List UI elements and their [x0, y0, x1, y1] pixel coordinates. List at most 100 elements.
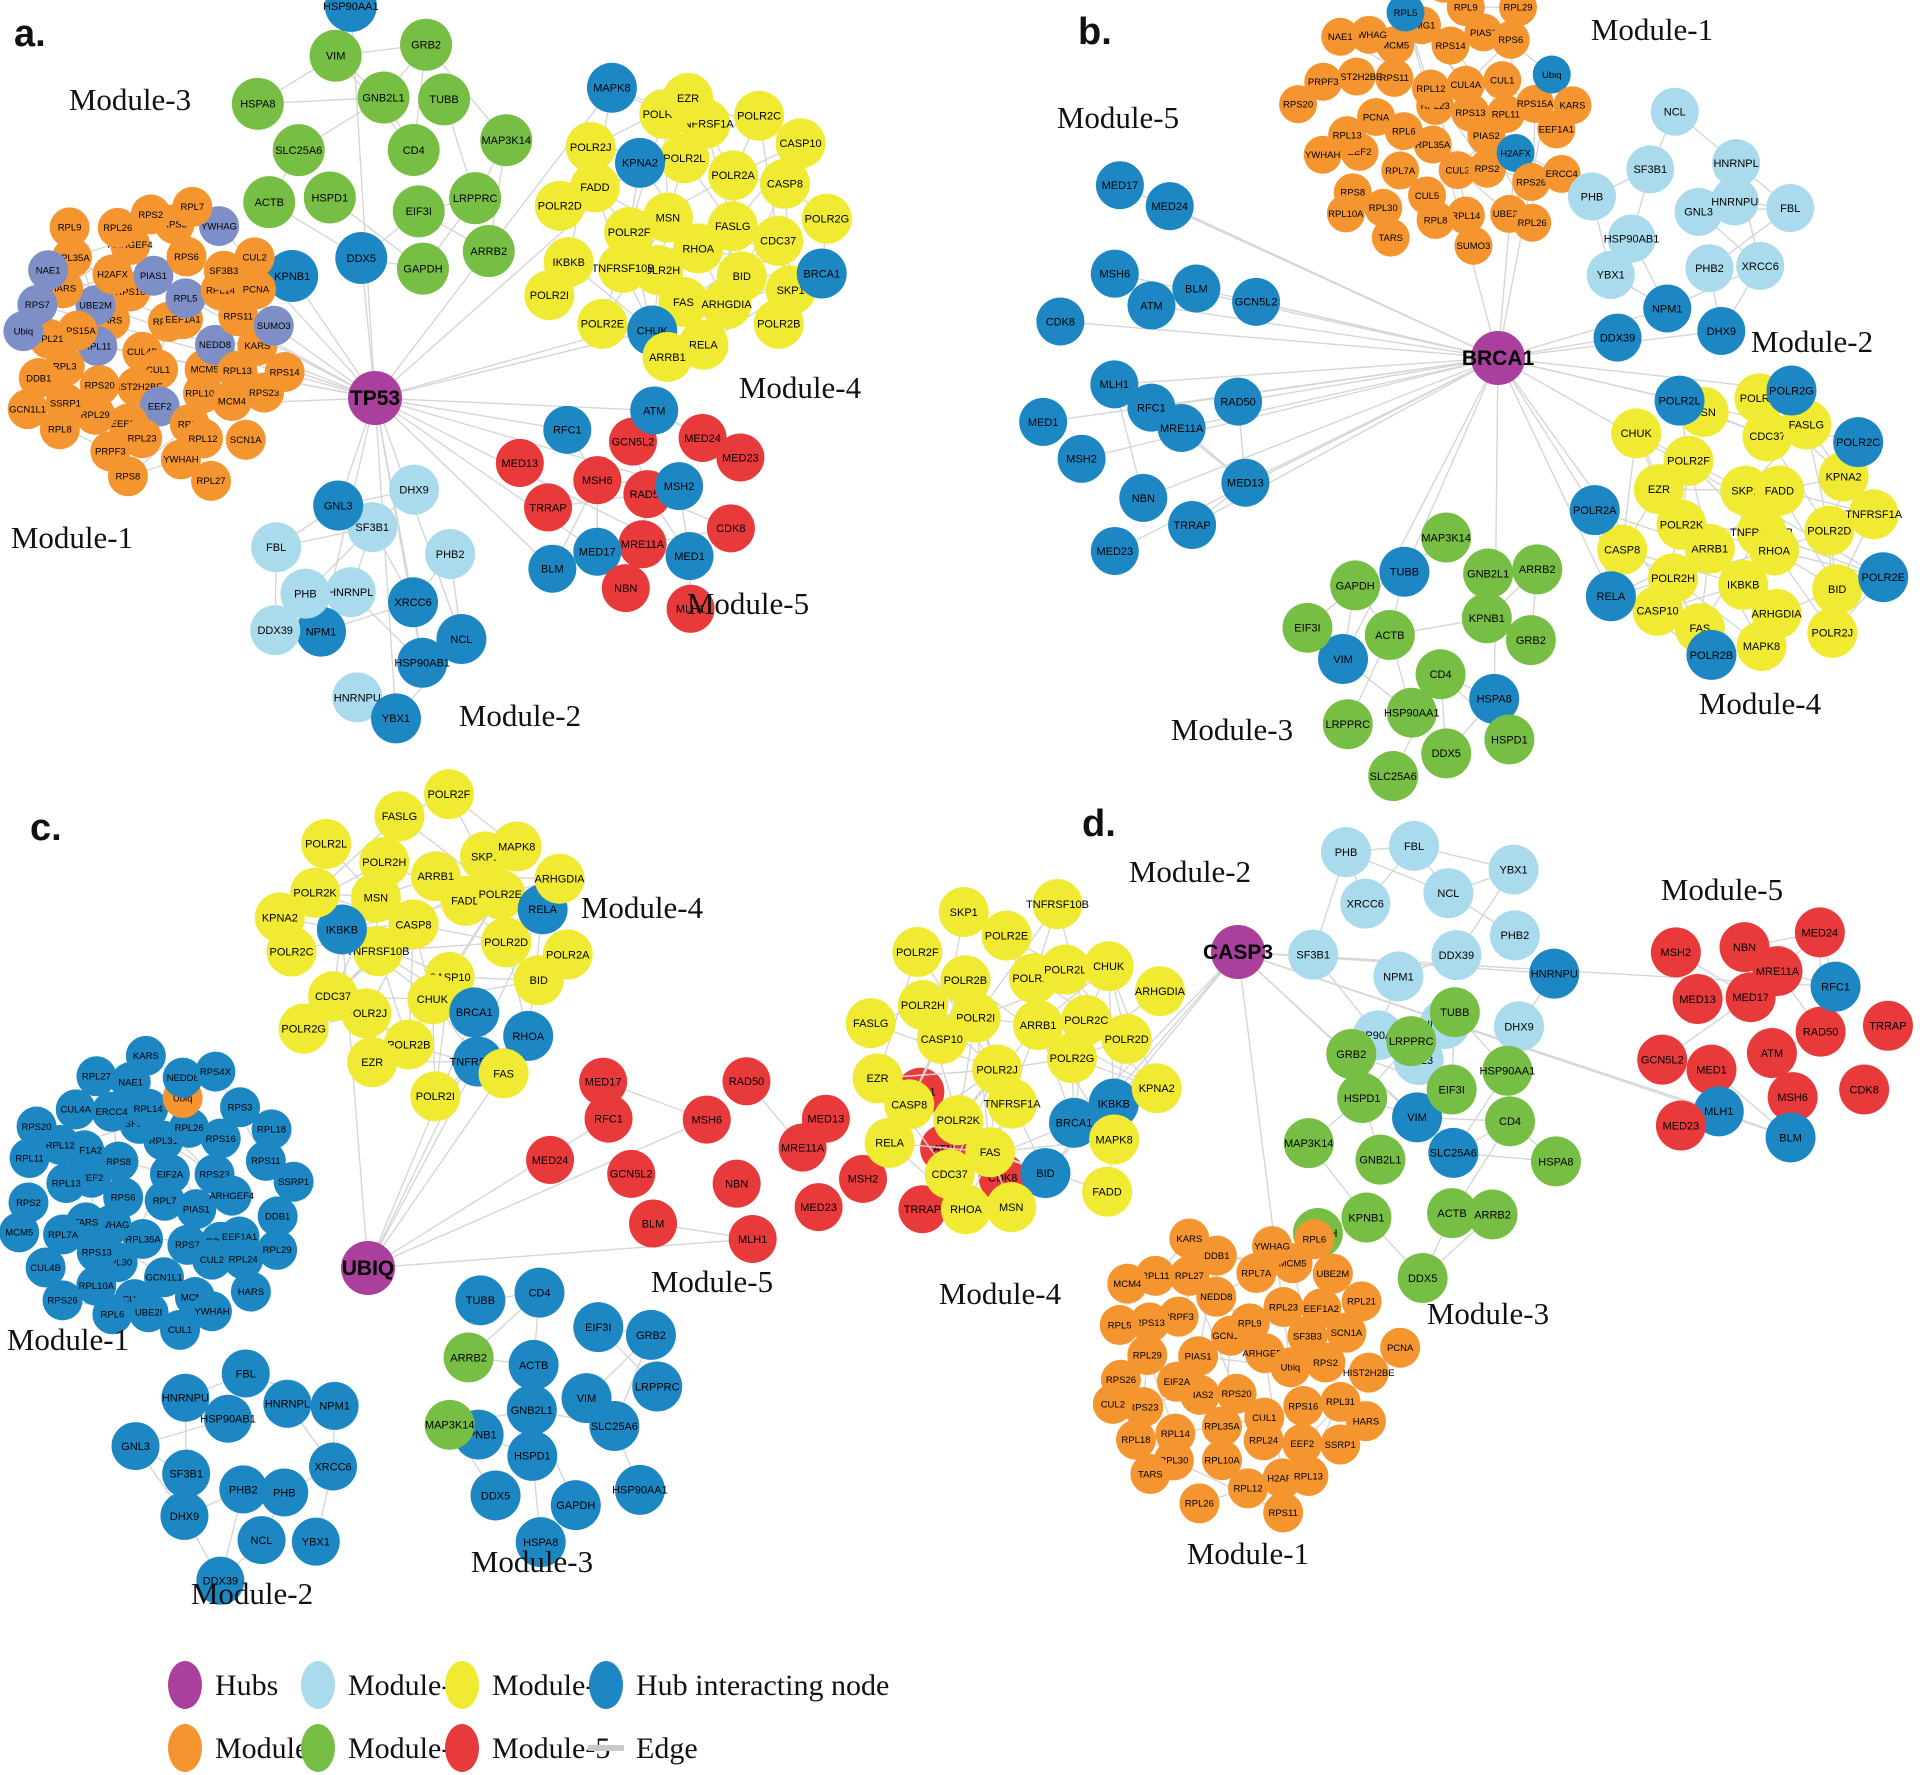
node-NPM1[interactable]: NPM1	[310, 1381, 359, 1430]
node-MED1[interactable]: MED1	[1019, 397, 1068, 446]
node-circle[interactable]	[1095, 161, 1144, 210]
node-circle[interactable]	[1499, 0, 1537, 27]
node-RPS14[interactable]: RPS14	[264, 352, 305, 393]
node-HSPA8[interactable]: HSPA8	[1530, 1136, 1581, 1187]
node-circle[interactable]	[543, 405, 592, 454]
node-RPL18[interactable]: RPL18	[1115, 1419, 1156, 1460]
node-POLR2J[interactable]: POLR2J	[1807, 607, 1858, 658]
node-MSH6[interactable]: MSH6	[682, 1095, 731, 1144]
node-circle[interactable]	[1469, 673, 1520, 724]
node-circle[interactable]	[387, 124, 440, 177]
node-circle[interactable]	[243, 176, 296, 229]
node-FASLG[interactable]: FASLG	[845, 998, 896, 1049]
node-circle[interactable]	[1766, 365, 1817, 416]
node-RPL5[interactable]: RPL5	[1099, 1305, 1140, 1346]
node-RFC1[interactable]: RFC1	[1810, 961, 1861, 1012]
node-circle[interactable]	[125, 1035, 166, 1076]
node-circle[interactable]	[352, 926, 403, 977]
node-circle[interactable]	[0, 1212, 40, 1253]
node-circle[interactable]	[462, 225, 515, 278]
node-circle[interactable]	[1371, 218, 1410, 257]
node-circle[interactable]	[149, 1153, 190, 1194]
node-DHX9[interactable]: DHX9	[160, 1491, 209, 1540]
node-NCL[interactable]: NCL	[1423, 868, 1474, 919]
node-circle[interactable]	[794, 1183, 843, 1232]
node-MAP3K14[interactable]: MAP3K14	[1421, 512, 1472, 563]
node-ARRB1[interactable]: ARRB1	[642, 331, 693, 382]
node-GCN5L2[interactable]: GCN5L2	[607, 1149, 656, 1198]
node-RPL18[interactable]: RPL18	[251, 1109, 292, 1150]
node-circle[interactable]	[250, 605, 301, 656]
node-circle[interactable]	[1350, 15, 1389, 54]
node-circle[interactable]	[1263, 1287, 1304, 1328]
node-circle[interactable]	[1283, 1118, 1334, 1169]
node-circle[interactable]	[1252, 1226, 1293, 1267]
node-ARHGDIA[interactable]: ARHGDIA	[1134, 966, 1186, 1017]
node-circle[interactable]	[1364, 610, 1415, 661]
node-circle[interactable]	[1099, 1305, 1140, 1346]
node-circle[interactable]	[753, 298, 804, 349]
node-circle[interactable]	[1157, 403, 1206, 452]
node-TUBB[interactable]: TUBB	[455, 1275, 506, 1326]
node-circle[interactable]	[712, 1159, 761, 1208]
node-POLR2A[interactable]: POLR2A	[708, 150, 759, 201]
hub-node-BRCA1[interactable]: BRCA1	[1462, 331, 1535, 385]
node-circle[interactable]	[753, 215, 804, 266]
node-circle[interactable]	[76, 1056, 117, 1097]
node-EIF3I[interactable]: EIF3I	[573, 1302, 624, 1353]
node-circle[interactable]	[1496, 133, 1535, 172]
node-PHB2[interactable]: PHB2	[425, 528, 476, 579]
node-TNFRSF10B[interactable]: TNFRSF10B	[1026, 879, 1089, 930]
node-circle[interactable]	[1397, 1252, 1448, 1303]
node-MSH6[interactable]: MSH6	[573, 456, 622, 505]
node-PHB[interactable]: PHB	[1567, 172, 1616, 221]
node-circle[interactable]	[257, 1229, 298, 1270]
node-RPL6[interactable]: RPL6	[1294, 1219, 1335, 1260]
node-circle[interactable]	[1357, 97, 1396, 136]
node-circle[interactable]	[325, 567, 376, 618]
node-TRRAP[interactable]: TRRAP	[1862, 1000, 1913, 1051]
node-circle[interactable]	[1130, 1454, 1171, 1495]
node-circle[interactable]	[1134, 966, 1185, 1017]
node-ATM[interactable]: ATM	[1746, 1028, 1797, 1079]
node-circle[interactable]	[1607, 214, 1656, 263]
node-circle[interactable]	[195, 1051, 236, 1092]
node-YBX1[interactable]: YBX1	[1488, 844, 1539, 895]
node-circle[interactable]	[1345, 1401, 1386, 1442]
node-circle[interactable]	[1446, 65, 1485, 104]
node-circle[interactable]	[1049, 1097, 1100, 1148]
node-circle[interactable]	[1742, 411, 1793, 462]
node-circle[interactable]	[211, 380, 252, 421]
node-circle[interactable]	[301, 818, 352, 869]
node-POLR2A[interactable]: POLR2A	[1569, 485, 1620, 536]
node-circle[interactable]	[1386, 1016, 1437, 1067]
node-EIF3I[interactable]: EIF3I	[1426, 1064, 1477, 1115]
node-NPM1[interactable]: NPM1	[1373, 951, 1424, 1002]
node-circle[interactable]	[1421, 512, 1472, 563]
node-circle[interactable]	[1282, 602, 1333, 653]
node-circle[interactable]	[577, 298, 628, 349]
node-ACTB[interactable]: ACTB	[243, 176, 296, 229]
node-HSPD1[interactable]: HSPD1	[1484, 714, 1535, 765]
node-MED23[interactable]: MED23	[794, 1183, 843, 1232]
node-circle[interactable]	[410, 1071, 461, 1122]
node-RPL12[interactable]: RPL12	[1227, 1468, 1268, 1509]
node-POLR2G[interactable]: POLR2G	[801, 193, 852, 244]
node-circle[interactable]	[335, 232, 388, 285]
node-CUL1[interactable]: CUL1	[1483, 61, 1522, 100]
node-circle[interactable]	[1172, 264, 1221, 313]
node-circle[interactable]	[1348, 1352, 1389, 1393]
node-circle[interactable]	[629, 1199, 678, 1248]
node-RPS20[interactable]: RPS20	[1279, 85, 1318, 124]
node-circle[interactable]	[194, 324, 235, 365]
node-circle[interactable]	[18, 358, 59, 399]
node-circle[interactable]	[39, 409, 80, 450]
node-circle[interactable]	[144, 1257, 185, 1298]
node-circle[interactable]	[397, 637, 448, 688]
node-RELA[interactable]: RELA	[864, 1117, 915, 1168]
node-circle[interactable]	[162, 1057, 203, 1098]
node-circle[interactable]	[1807, 607, 1858, 658]
node-circle[interactable]	[1431, 930, 1482, 981]
node-circle[interactable]	[1512, 162, 1551, 201]
node-circle[interactable]	[290, 867, 341, 918]
